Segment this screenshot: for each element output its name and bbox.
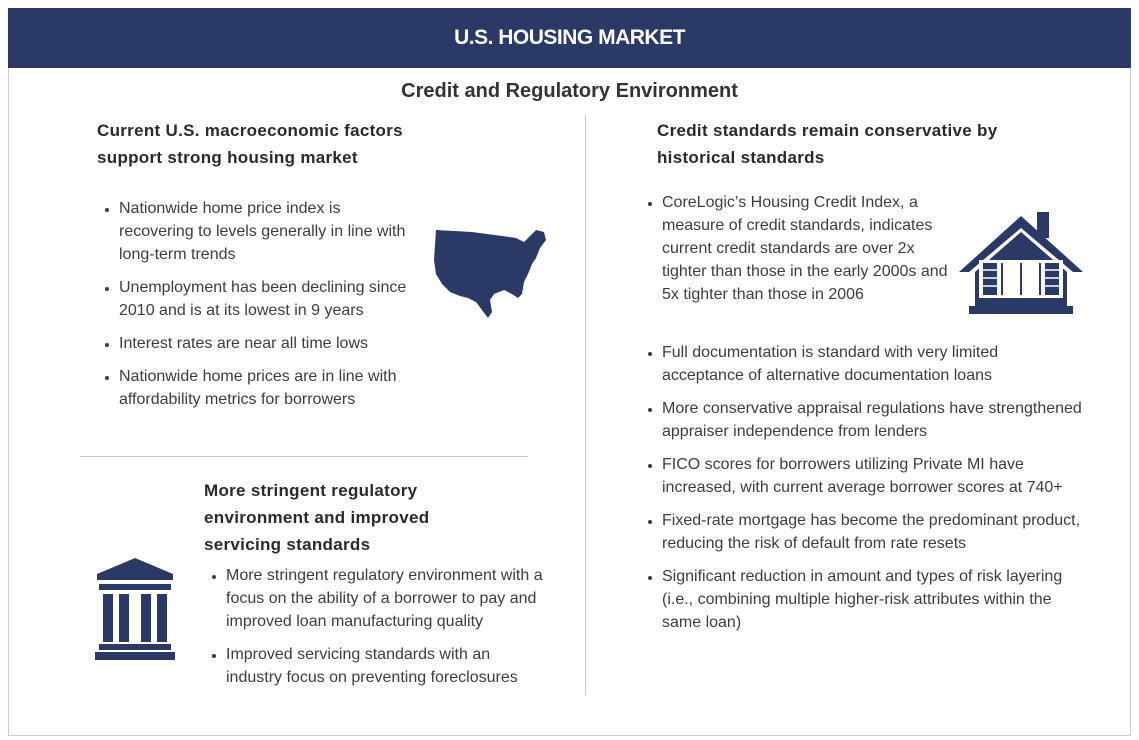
bullet: Interest rates are near all time lows xyxy=(119,332,419,355)
bullet: Full documentation is standard with very… xyxy=(662,341,1082,387)
bullet: More stringent regulatory environment wi… xyxy=(226,564,546,633)
bullet: Significant reduction in amount and type… xyxy=(662,565,1082,634)
bullet: Nationwide home prices are in line with … xyxy=(119,365,419,411)
bullet-list: More stringent regulatory environment wi… xyxy=(204,564,546,699)
house-icon xyxy=(959,212,1083,314)
bullet: Nationwide home price index is recoverin… xyxy=(119,197,419,266)
section-heading: Current U.S. macroeconomic factors suppo… xyxy=(97,121,403,167)
section-heading: Credit standards remain conservative by … xyxy=(657,121,998,167)
bank-icon xyxy=(95,558,175,660)
bullet-list: Full documentation is standard with very… xyxy=(640,341,1082,644)
us-map-icon xyxy=(434,230,546,318)
bullet-list: CoreLogic’s Housing Credit Index, a meas… xyxy=(640,191,962,316)
bullet: CoreLogic’s Housing Credit Index, a meas… xyxy=(662,191,962,306)
bullet-list: Nationwide home price index is recoverin… xyxy=(97,197,419,421)
divider xyxy=(80,456,528,457)
section-heading: More stringent regulatory environment an… xyxy=(204,481,430,554)
bullet: Improved servicing standards with an ind… xyxy=(226,643,546,689)
bullet: Fixed-rate mortgage has become the predo… xyxy=(662,509,1082,555)
header-title: U.S. HOUSING MARKET xyxy=(8,8,1131,68)
divider xyxy=(585,115,586,695)
bullet: More conservative appraisal regulations … xyxy=(662,397,1082,443)
subtitle: Credit and Regulatory Environment xyxy=(401,80,738,102)
bullet: FICO scores for borrowers utilizing Priv… xyxy=(662,453,1082,499)
bullet: Unemployment has been declining since 20… xyxy=(119,276,419,322)
